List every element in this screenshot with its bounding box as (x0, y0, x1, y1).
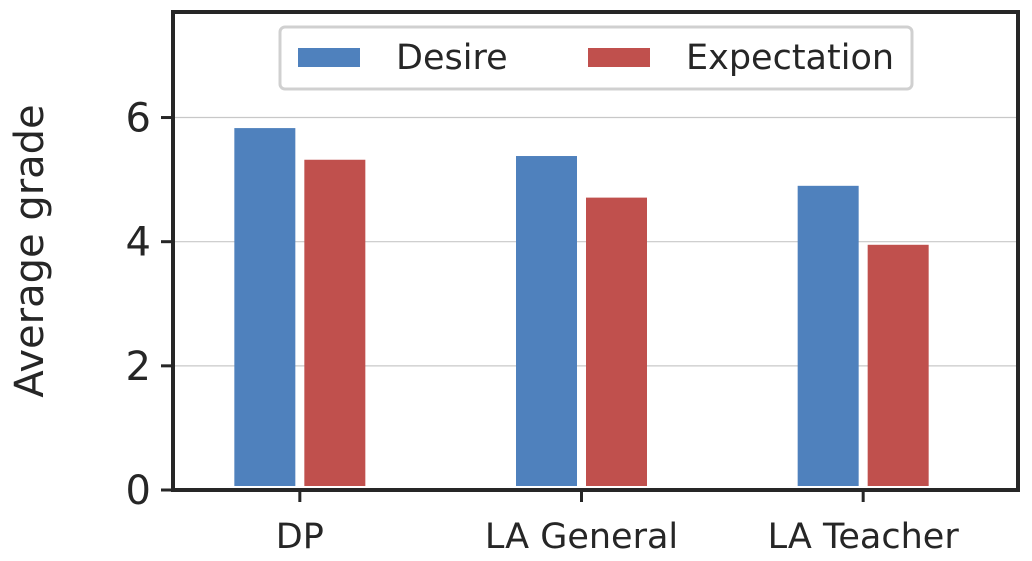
x-axis-ticks: DP LA General LA Teacher (276, 490, 960, 557)
x-tick-label: LA Teacher (768, 517, 960, 557)
bar-expectation-dp (304, 159, 366, 486)
x-tick-label: DP (276, 517, 324, 557)
y-tick-label: 4 (126, 220, 151, 266)
legend-swatch-desire (298, 48, 360, 67)
y-tick-label: 2 (126, 344, 151, 390)
legend: Desire Expectation (278, 25, 914, 91)
legend-swatch-expectation (588, 48, 650, 67)
plot-frame (171, 10, 1020, 492)
bar-expectation-la-teacher (867, 244, 929, 486)
bar-expectation-la-general (586, 197, 647, 487)
bar-desire-dp (234, 128, 296, 487)
y-tick-label: 6 (126, 96, 151, 142)
legend-label-expectation: Expectation (686, 38, 894, 78)
bar-desire-la-teacher (797, 185, 859, 486)
y-tick-label: 0 (126, 468, 151, 514)
x-tick-label: LA General (485, 517, 678, 557)
y-axis-ticks: 0 2 4 6 (126, 96, 173, 514)
bar-desire-la-general (516, 156, 577, 486)
y-axis-label: Average grade (7, 104, 53, 397)
legend-label-desire: Desire (396, 38, 508, 78)
bars (234, 128, 929, 487)
